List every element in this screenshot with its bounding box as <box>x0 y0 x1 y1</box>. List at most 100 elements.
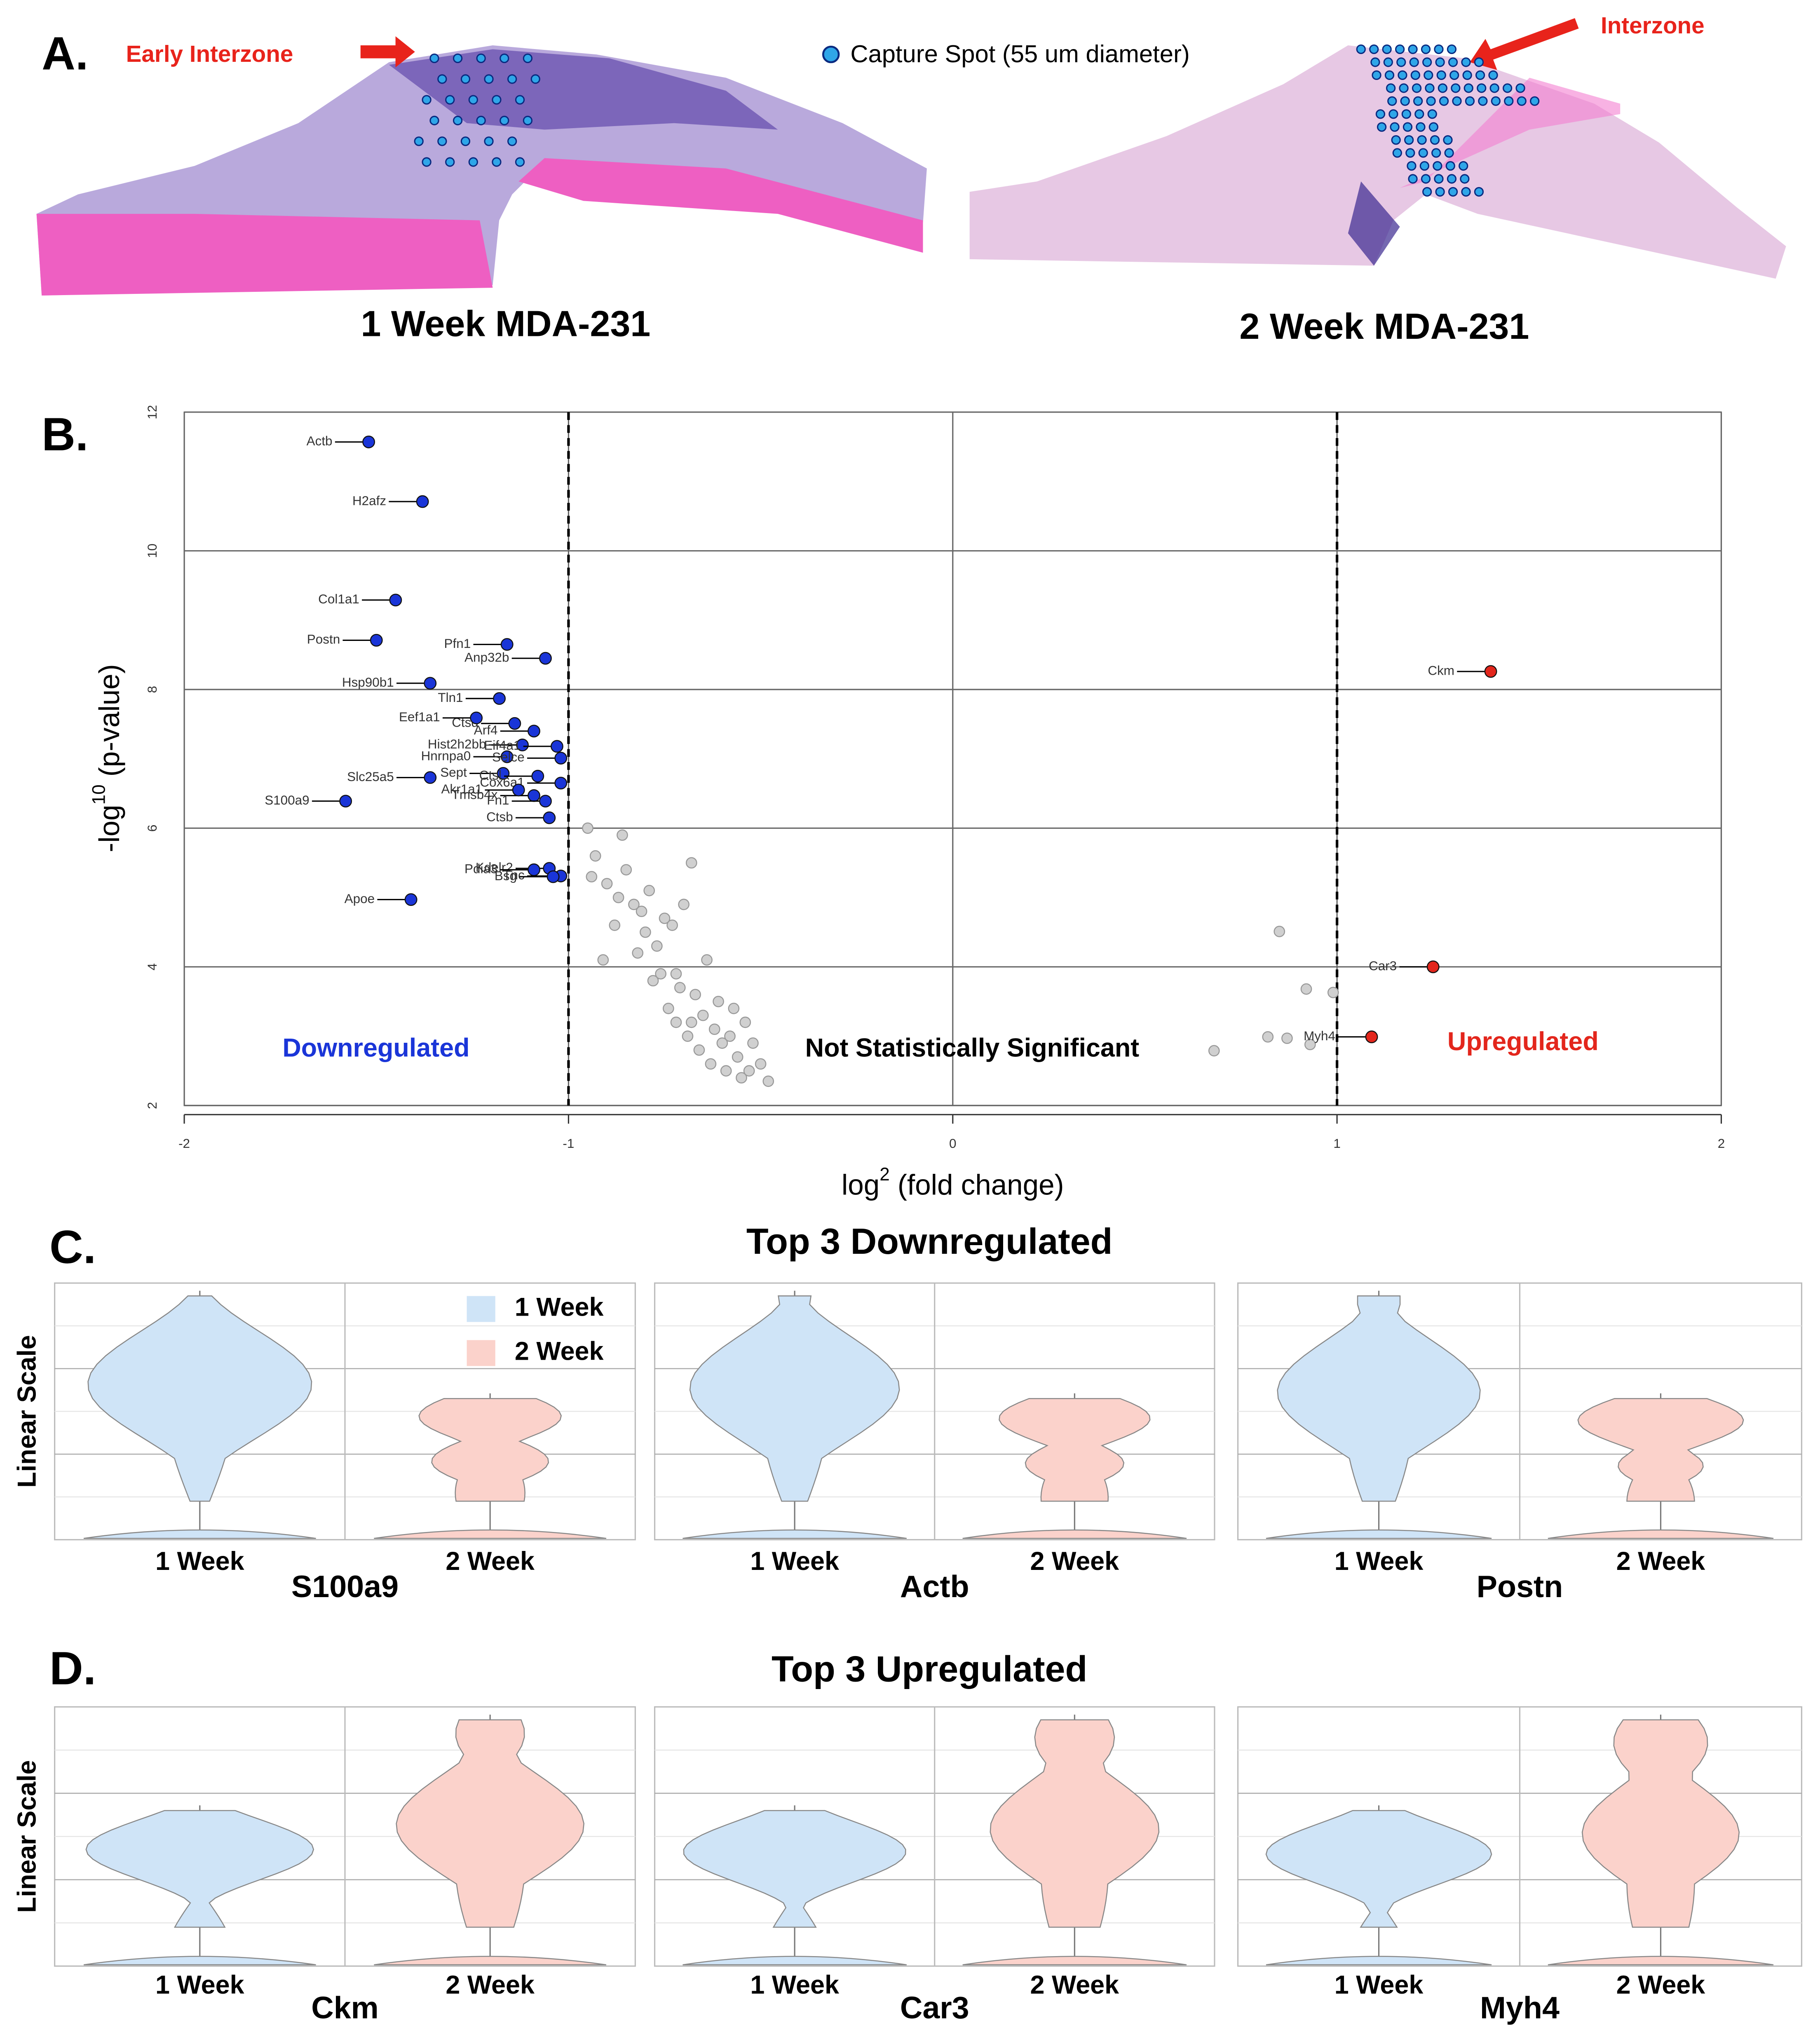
point-label: Hist2h2bb <box>428 737 486 751</box>
point-label: Ckm <box>1428 663 1454 678</box>
violin-base <box>1266 1529 1492 1539</box>
capture-spot <box>492 157 502 167</box>
capture-spot <box>414 136 424 146</box>
violin <box>1265 1810 1492 1928</box>
point-label: Tnc <box>503 868 524 882</box>
group-label: 2 Week <box>1616 1547 1706 1576</box>
y-tick-label: 12 <box>145 405 159 419</box>
point <box>728 1002 740 1014</box>
point-label: Pfn1 <box>444 636 471 651</box>
capture-spot <box>500 53 509 63</box>
point <box>551 740 563 753</box>
point-label: H2afz <box>352 493 386 508</box>
capture-spot <box>468 157 478 167</box>
point <box>674 982 686 994</box>
capture-spot <box>1408 44 1418 54</box>
row-title: Top 3 Upregulated <box>772 1649 1087 1689</box>
point <box>647 975 659 987</box>
point <box>670 968 682 980</box>
capture-spot <box>1413 96 1423 106</box>
point <box>678 899 690 910</box>
point <box>500 638 514 651</box>
bone-left <box>36 213 493 296</box>
capture-spot <box>453 115 463 126</box>
capture-spot <box>1422 57 1432 67</box>
capture-spot <box>1372 70 1381 80</box>
point <box>589 850 601 862</box>
point <box>636 906 647 917</box>
capture-spot <box>1438 83 1448 93</box>
point <box>493 692 506 705</box>
capture-spot <box>1384 70 1395 80</box>
point-label: Arf4 <box>474 723 498 737</box>
legend-swatch <box>467 1296 495 1322</box>
capture-spot <box>1434 174 1444 184</box>
capture-spot <box>1396 57 1406 67</box>
group-label: 2 Week <box>1030 1971 1120 1999</box>
capture-spot <box>1517 96 1527 106</box>
capture-spot <box>429 115 439 126</box>
capture-spot <box>445 95 455 105</box>
capture-spot <box>1398 70 1407 80</box>
capture-spot <box>1489 83 1499 93</box>
x-tick-label: 2 <box>1718 1136 1725 1151</box>
capture-spot <box>1474 57 1484 67</box>
arrow-right <box>1470 18 1579 70</box>
point <box>743 1065 755 1077</box>
capture-spot <box>1477 83 1487 93</box>
point-label: Bsg <box>495 868 517 883</box>
capture-spot <box>1421 44 1431 54</box>
gene-label: Postn <box>1477 1569 1563 1604</box>
point <box>739 1016 751 1028</box>
capture-spot <box>523 115 533 126</box>
interzone-right <box>1400 77 1621 188</box>
point <box>416 495 429 508</box>
gene-label: Actb <box>900 1569 969 1604</box>
point-label: Car3 <box>1369 959 1397 973</box>
point <box>716 1037 728 1049</box>
point <box>755 1058 767 1070</box>
capture-spot <box>1383 57 1393 67</box>
point <box>701 954 713 966</box>
capture-spot <box>530 74 540 84</box>
capture-spot <box>1401 109 1411 119</box>
y-axis-label: -log10 (p-value) <box>89 664 125 852</box>
arrow-left <box>360 36 415 68</box>
capture-spot <box>1409 57 1419 67</box>
capture-spot <box>1431 148 1441 158</box>
violin <box>683 1810 906 1928</box>
capture-spot <box>1377 122 1387 132</box>
violin-base <box>682 1529 907 1539</box>
annotation: Early Interzone <box>126 41 293 67</box>
capture-spot <box>1475 70 1485 80</box>
point <box>512 784 525 797</box>
group-label: 2 Week <box>1616 1971 1706 1999</box>
point <box>1208 1045 1220 1057</box>
violin-base <box>682 1956 907 1966</box>
point <box>620 864 632 876</box>
gene-label: Car3 <box>900 1990 969 2025</box>
point <box>389 594 402 607</box>
capture-spot <box>1387 96 1397 106</box>
panel-a-art <box>36 18 1786 296</box>
violin-base <box>374 1956 607 1966</box>
caption: 1 Week MDA-231 <box>361 303 650 344</box>
legend-swatch <box>467 1340 495 1366</box>
capture-spot <box>1416 122 1426 132</box>
group-label: 2 Week <box>446 1547 535 1576</box>
panel-label: D. <box>49 1642 96 1694</box>
group-label: 1 Week <box>1335 1971 1424 1999</box>
capture-spot <box>500 115 509 126</box>
panel-label: A. <box>42 27 88 79</box>
point <box>554 752 568 765</box>
capture-spot <box>1504 96 1514 106</box>
point-label: Ctsb <box>486 809 513 824</box>
capture-spot <box>1488 70 1498 80</box>
point <box>720 1065 732 1077</box>
point-label: Pdia3 <box>464 862 497 876</box>
capture-spot <box>1390 122 1400 132</box>
point <box>1426 960 1440 974</box>
point <box>424 677 437 690</box>
legend-label: Capture Spot (55 um diameter) <box>850 40 1189 68</box>
capture-spot <box>1417 135 1427 145</box>
